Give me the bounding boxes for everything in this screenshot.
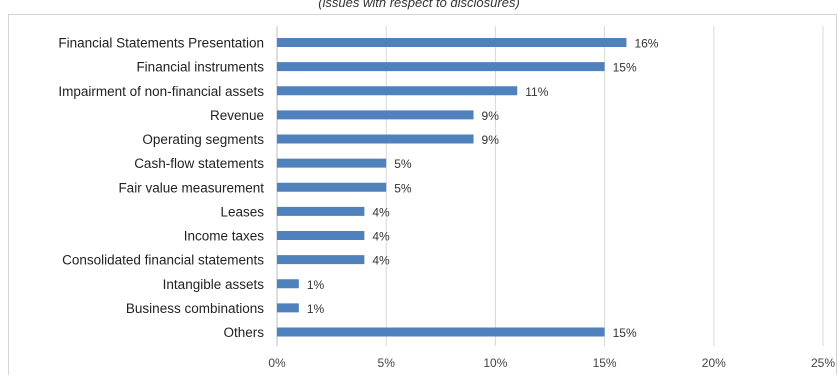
data-label: 4% — [372, 205, 390, 219]
data-label: 4% — [372, 230, 390, 244]
x-tick-label: 15% — [593, 356, 617, 370]
bar — [277, 110, 474, 120]
chart-frame — [8, 14, 837, 375]
category-label: Income taxes — [184, 229, 265, 244]
bar — [277, 38, 627, 47]
x-tick-label: 10% — [483, 356, 507, 370]
category-label: Cash-flow statements — [134, 156, 264, 171]
data-label: 16% — [634, 37, 658, 51]
bar — [277, 62, 605, 72]
bar — [277, 279, 299, 289]
x-tick-label: 20% — [702, 356, 726, 370]
bar — [277, 206, 365, 216]
x-tick-label: 25% — [811, 356, 835, 370]
category-label: Revenue — [210, 108, 264, 123]
data-label: 1% — [307, 278, 325, 292]
bar — [277, 86, 518, 96]
category-label: Fair value measurement — [118, 180, 264, 195]
data-label: 5% — [394, 181, 412, 195]
chart-subtitle: (issues with respect to disclosures) — [318, 0, 520, 10]
category-label: Operating segments — [142, 132, 264, 147]
category-label: Leases — [220, 204, 264, 219]
category-label: Consolidated financial statements — [62, 253, 264, 268]
bar — [277, 182, 387, 192]
bar — [277, 134, 474, 144]
category-label: Others — [223, 325, 264, 340]
x-tick-label: 0% — [268, 356, 286, 370]
data-label: 1% — [307, 302, 325, 316]
data-label: 4% — [372, 254, 390, 268]
data-label: 5% — [394, 157, 412, 171]
category-label: Intangible assets — [163, 277, 265, 292]
data-label: 9% — [482, 109, 500, 123]
category-label: Financial Statements Presentation — [58, 36, 264, 51]
data-label: 9% — [482, 133, 500, 147]
category-label: Financial instruments — [136, 60, 264, 75]
bar — [277, 255, 365, 265]
data-label: 15% — [613, 61, 637, 75]
category-label: Impairment of non-financial assets — [58, 84, 264, 99]
bar — [277, 158, 387, 168]
data-label: 11% — [525, 85, 548, 99]
bar — [277, 327, 605, 337]
data-label: 15% — [613, 326, 637, 340]
bar — [277, 303, 299, 313]
category-label: Business combinations — [126, 301, 264, 316]
x-tick-label: 5% — [378, 356, 396, 370]
bar — [277, 231, 365, 240]
